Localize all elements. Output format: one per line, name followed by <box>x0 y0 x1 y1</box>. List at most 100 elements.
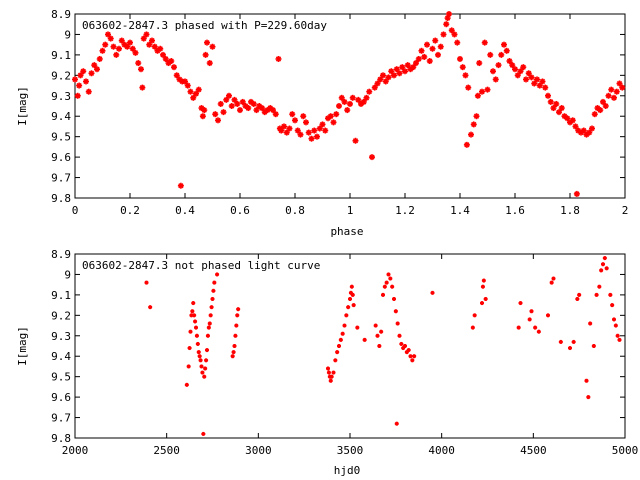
data-point <box>584 378 589 383</box>
data-point <box>410 64 417 71</box>
data-point <box>113 51 120 58</box>
data-point <box>212 280 217 285</box>
data-point <box>454 39 461 46</box>
data-point <box>337 344 341 348</box>
chart-title: 063602-2847.3 not phased light curve <box>82 259 320 272</box>
data-point <box>459 64 466 71</box>
data-point <box>589 125 595 132</box>
data-point <box>399 64 406 71</box>
data-point <box>588 321 593 326</box>
data-point <box>564 115 571 122</box>
data-point <box>406 348 411 353</box>
data-point <box>473 113 480 120</box>
x-tick-label: 0.4 <box>175 204 195 217</box>
data-point <box>366 88 373 95</box>
y-tick-label: 9.8 <box>51 432 71 445</box>
data-point <box>479 88 485 95</box>
data-point <box>503 47 510 54</box>
data-point <box>385 74 392 81</box>
data-point <box>594 292 599 297</box>
data-point <box>619 84 626 91</box>
data-point <box>319 121 326 128</box>
data-point <box>571 339 576 344</box>
data-point <box>476 60 483 67</box>
data-point <box>531 80 538 87</box>
data-point <box>481 39 488 46</box>
data-point <box>344 107 351 114</box>
data-point <box>580 127 587 134</box>
data-point <box>480 301 484 306</box>
data-point <box>536 329 541 334</box>
data-point <box>527 317 532 322</box>
data-point <box>308 135 315 142</box>
x-axis-label: hjd0 <box>334 464 361 477</box>
data-point <box>187 88 194 95</box>
y-tick-label: 9.4 <box>51 110 71 123</box>
data-point <box>206 325 211 330</box>
data-point <box>586 395 591 400</box>
data-point <box>198 358 203 363</box>
data-point <box>193 90 199 97</box>
x-tick-label: 1.8 <box>560 204 580 217</box>
data-point <box>602 103 609 109</box>
data-point <box>237 107 243 114</box>
data-point <box>412 354 417 359</box>
y-tick-label: 9.8 <box>51 192 71 205</box>
data-point <box>294 127 301 134</box>
data-point <box>199 113 206 120</box>
data-point <box>250 100 257 107</box>
data-point <box>480 284 485 289</box>
data-point <box>602 256 607 261</box>
data-point <box>212 111 219 118</box>
data-point <box>199 364 204 369</box>
data-point <box>202 374 207 379</box>
data-point <box>573 190 580 197</box>
x-tick-label: 2000 <box>62 444 89 457</box>
data-point <box>591 344 596 348</box>
data-point <box>371 84 378 91</box>
data-point <box>369 154 375 161</box>
data-point <box>272 111 279 118</box>
data-point <box>380 72 386 79</box>
data-point <box>344 313 349 318</box>
data-point <box>388 276 393 281</box>
data-point <box>314 133 320 140</box>
data-point <box>468 131 474 138</box>
data-point <box>604 266 609 271</box>
data-point <box>413 60 419 67</box>
data-point <box>232 344 237 348</box>
data-point <box>333 111 340 118</box>
data-point <box>529 309 534 314</box>
data-point <box>327 113 334 120</box>
chart-title: 063602-2847.3 phased with P=229.60day <box>82 19 327 32</box>
data-point <box>599 268 604 273</box>
data-point <box>558 105 565 112</box>
data-point <box>204 39 210 46</box>
data-point <box>362 337 367 342</box>
x-tick-label: 4000 <box>428 444 455 457</box>
data-point <box>444 15 451 22</box>
data-point <box>384 280 389 285</box>
data-point <box>396 70 403 77</box>
data-point <box>186 364 191 369</box>
data-point <box>210 296 215 301</box>
x-tick-label: 4500 <box>520 444 547 457</box>
x-axis-label: phase <box>330 225 363 238</box>
data-point <box>281 123 287 130</box>
data-point <box>80 68 87 75</box>
data-point <box>202 51 209 58</box>
data-point <box>340 331 345 336</box>
data-point <box>305 129 312 136</box>
data-point <box>421 53 428 60</box>
data-point <box>495 62 502 69</box>
data-point <box>536 82 543 89</box>
data-point <box>616 80 623 87</box>
data-point <box>148 305 153 310</box>
data-point <box>231 350 236 355</box>
data-point <box>331 370 336 375</box>
data-point <box>399 341 404 346</box>
data-point <box>76 82 83 89</box>
data-point <box>326 366 330 371</box>
data-point <box>498 51 505 58</box>
